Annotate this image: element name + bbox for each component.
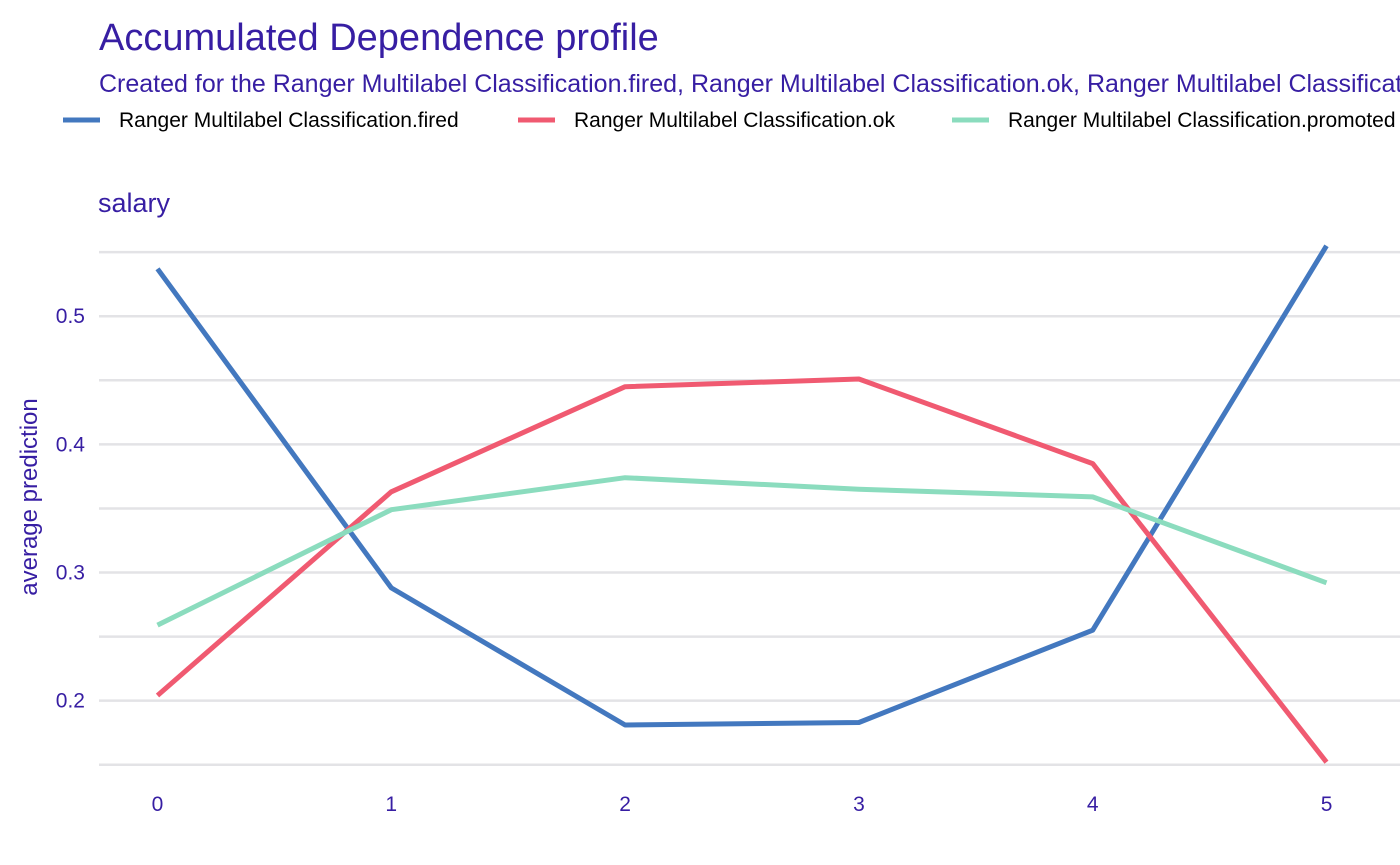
legend-label: Ranger Multilabel Classification.fired (119, 109, 459, 132)
x-tick-label: 3 (853, 793, 865, 816)
x-tick-label: 2 (619, 793, 631, 816)
y-tick-label: 0.5 (56, 305, 85, 328)
series-line-2 (155, 376, 1329, 764)
y-tick-label: 0.3 (56, 562, 85, 585)
series-line-1 (155, 244, 1329, 728)
legend: Ranger Multilabel Classification.fired Ra… (63, 109, 1396, 132)
y-axis-ticks: 0.2 0.3 0.4 0.5 (56, 305, 86, 712)
series-lines (155, 244, 1329, 764)
legend-label: Ranger Multilabel Classification.promote… (1008, 109, 1396, 132)
x-tick-label: 0 (152, 793, 164, 816)
chart-subtitle: Created for the Ranger Multilabel Classi… (99, 70, 1400, 98)
x-axis-ticks: 0 1 2 3 4 5 (152, 793, 1333, 816)
x-tick-label: 4 (1087, 793, 1099, 816)
gridlines (99, 250, 1400, 766)
chart-title: Accumulated Dependence profile (99, 17, 659, 59)
facet-label: salary (98, 188, 171, 218)
x-tick-label: 5 (1321, 793, 1333, 816)
x-tick-label: 1 (385, 793, 397, 816)
y-tick-label: 0.2 (56, 690, 85, 713)
legend-label: Ranger Multilabel Classification.ok (574, 109, 895, 132)
series-line-3 (156, 475, 1328, 628)
y-axis-title: average prediction (16, 398, 43, 595)
y-tick-label: 0.4 (56, 433, 86, 456)
